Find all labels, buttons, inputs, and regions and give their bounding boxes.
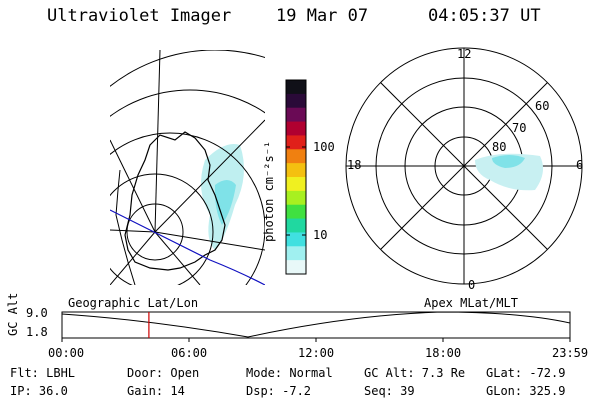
timeline-y-top: 9.0 [26, 306, 48, 320]
timeline-y-bottom: 1.8 [26, 325, 48, 339]
timeline-xtick-2: 12:00 [298, 346, 335, 360]
timeline-left-label: Geographic Lat/Lon [68, 296, 199, 310]
info-mode: Mode: Normal [246, 366, 333, 380]
colorbar-segment [286, 93, 306, 109]
time-label: 04:05:37 UT [428, 6, 541, 26]
colorbar-tick-10: 10 [313, 228, 328, 242]
timeline-xtick-3: 18:00 [425, 346, 462, 360]
info-ip: IP: 36.0 [10, 384, 68, 398]
mlat-label-60: 60 [535, 99, 550, 113]
colorbar-segment [286, 190, 306, 206]
colorbar-segment [286, 218, 306, 234]
colorbar-segment [286, 204, 306, 220]
timeline-right-label: Apex MLat/MLT [424, 296, 518, 310]
info-door: Door: Open [127, 366, 200, 380]
info-dsp: Dsp: -7.2 [246, 384, 312, 398]
colorbar-segment [286, 163, 306, 178]
mlat-label-70: 70 [512, 121, 527, 135]
timeline-xtick-4: 23:59 [552, 346, 589, 360]
info-gc-alt: GC Alt: 7.3 Re [364, 366, 466, 380]
info-glon: GLon: 325.9 [486, 384, 566, 398]
colorbar-segment [286, 135, 306, 150]
info-gain: Gain: 14 [127, 384, 185, 398]
colorbar-segment [286, 177, 306, 192]
colorbar-segment [286, 246, 306, 261]
mlt-label-18: 18 [347, 158, 362, 172]
aurora-emission-geo [201, 144, 244, 250]
colorbar-segment [286, 107, 306, 123]
colorbar-tick-100: 100 [313, 140, 335, 154]
timeline-xtick-1: 06:00 [171, 346, 208, 360]
colorbar-segment [286, 260, 306, 275]
colorbar-segment [286, 149, 306, 164]
mlt-label-0: 0 [468, 278, 476, 292]
info-seq: Seq: 39 [364, 384, 415, 398]
instrument-title: Ultraviolet Imager [47, 6, 232, 26]
mlt-label-6: 6 [576, 158, 584, 172]
mlat-label-80: 80 [492, 140, 507, 154]
info-glat: GLat: -72.9 [486, 366, 566, 380]
timeline-ylabel: GC Alt [6, 292, 20, 336]
colorbar-segment [286, 80, 306, 95]
info-flt: Flt: LBHL [10, 366, 76, 380]
colorbar-segment [286, 121, 306, 137]
colorbar-segment [286, 232, 306, 247]
mlt-label-12: 12 [457, 47, 472, 61]
date-label: 19 Mar 07 [276, 6, 369, 26]
aurora-emission-polar [475, 153, 544, 191]
timeline-xtick-0: 00:00 [48, 346, 85, 360]
